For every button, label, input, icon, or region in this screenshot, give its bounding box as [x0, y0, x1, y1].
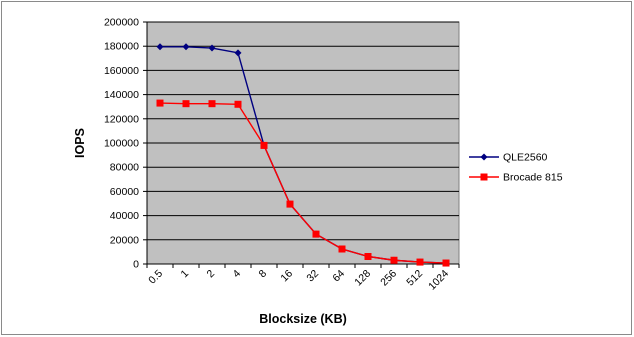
- series-brocade-815: [156, 99, 450, 267]
- x-axis: 0.5 1 2 4 8 16 32 64 128 256 512 1024: [146, 263, 460, 293]
- data-point: [156, 99, 164, 107]
- data-point: [442, 259, 450, 267]
- y-tick-label: 80000: [110, 162, 139, 174]
- y-tick-label: 40000: [110, 210, 139, 222]
- y-tick-label: 160000: [104, 65, 139, 77]
- data-point: [390, 256, 398, 264]
- y-tick-label: 140000: [104, 89, 139, 101]
- y-tick-label: 200000: [104, 17, 139, 29]
- data-point: [286, 200, 294, 208]
- data-point: [156, 43, 164, 51]
- x-tick-label: 4: [231, 268, 244, 281]
- data-point: [416, 258, 424, 266]
- legend-marker: [480, 173, 488, 181]
- data-point: [312, 230, 320, 238]
- x-tick-label: 64: [330, 268, 347, 285]
- x-axis-title: Blocksize (KB): [259, 312, 347, 326]
- x-tick-label: 32: [304, 268, 321, 285]
- y-tick-label: 0: [133, 259, 139, 271]
- y-tick-label: 20000: [110, 234, 139, 246]
- data-point: [182, 100, 190, 108]
- data-point: [234, 49, 242, 57]
- legend-item: Brocade 815: [469, 172, 563, 184]
- series-layer: [156, 43, 450, 267]
- legend-item: QLE2560: [469, 152, 548, 164]
- x-tick-label: 8: [257, 268, 270, 281]
- data-point: [208, 100, 216, 108]
- x-tick-label: 1: [179, 268, 192, 281]
- data-point: [364, 252, 372, 260]
- x-tick-label: 1024: [426, 268, 451, 293]
- x-tick-label: 16: [278, 268, 295, 285]
- data-point: [260, 141, 268, 149]
- y-axis: 0 20000 40000 60000 80000 100000 120000 140000 1…: [104, 17, 148, 271]
- series-line: [159, 102, 447, 264]
- y-tick-label: 60000: [110, 186, 139, 198]
- y-tick-label: 100000: [104, 138, 139, 150]
- gridlines: [147, 21, 459, 241]
- x-tick-label: 512: [404, 268, 425, 289]
- legend-label: Brocade 815: [503, 172, 563, 184]
- y-tick-label: 180000: [104, 41, 139, 53]
- legend: QLE2560 Brocade 815: [469, 152, 563, 184]
- x-tick-label: 256: [378, 268, 399, 289]
- y-tick-label: 120000: [104, 113, 139, 125]
- x-tick-label: 128: [352, 268, 373, 289]
- data-point: [234, 100, 242, 108]
- data-point: [338, 245, 346, 253]
- legend-marker: [480, 153, 488, 161]
- x-tick-label: 0.5: [146, 268, 165, 287]
- y-axis-title: IOPS: [73, 128, 87, 158]
- legend-label: QLE2560: [503, 152, 548, 164]
- data-point: [208, 44, 216, 52]
- data-point: [182, 43, 190, 51]
- x-tick-label: 2: [205, 268, 218, 281]
